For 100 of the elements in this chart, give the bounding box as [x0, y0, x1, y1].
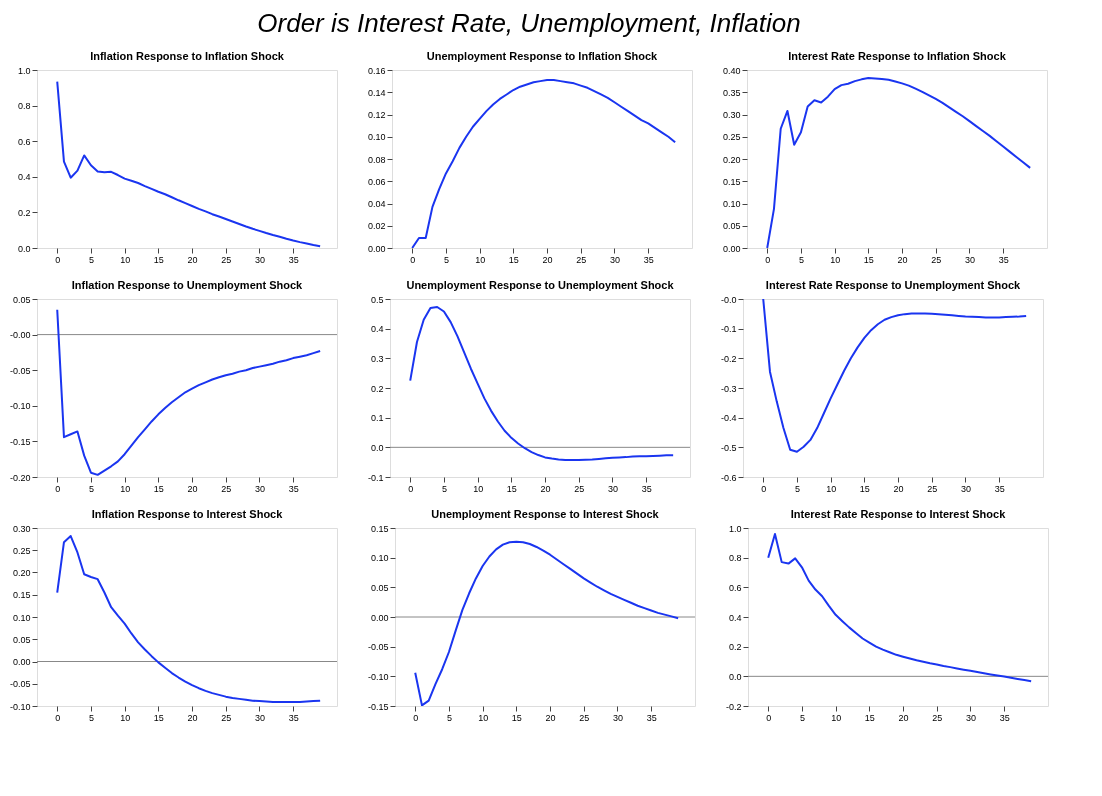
line-series: [409, 306, 675, 462]
chart-title: Interest Rate Response to Interest Shock: [790, 508, 1007, 520]
y-tick-label: 0.12: [367, 110, 386, 120]
x-tick-label: 35: [994, 483, 1005, 494]
y-tick-label: 0.1: [370, 413, 384, 424]
x-tick-label: 5: [88, 483, 94, 494]
y-tick-label: 0.0: [370, 442, 384, 453]
text: Order is Interest Rate, Unemployment, Inflation: [257, 7, 801, 38]
y-tick-label: 0.10: [367, 132, 386, 143]
x-tick-label: 5: [798, 254, 804, 265]
y-tick-label: 0.05: [370, 582, 389, 593]
y-tick-label: -0.3: [720, 383, 737, 394]
y-tick-label: -0.10: [9, 701, 31, 712]
x-tick-label: 25: [932, 712, 943, 723]
y-tick-label: -0.4: [720, 413, 737, 424]
y-tick-label: 0.15: [370, 523, 389, 534]
x-tick-label: 30: [964, 254, 975, 265]
y-tick-label: 0.8: [17, 101, 31, 112]
x-tick-label: 35: [288, 712, 299, 723]
y-tick-label: 0.25: [12, 545, 31, 556]
y-tick-label: -0.15: [9, 436, 31, 447]
line-series: [56, 308, 322, 476]
x-tick-label: 5: [446, 712, 452, 723]
x-tick-label: 0: [410, 254, 416, 265]
x-tick-label: 25: [931, 254, 942, 265]
y-tick-label: 0.2: [17, 207, 31, 218]
y-tick-label: -0.05: [9, 365, 31, 376]
x-tick-label: 20: [545, 712, 556, 723]
y-tick-label: 0.3: [370, 353, 384, 364]
y-tick-label: 0.30: [722, 110, 741, 120]
y-tick-label: 0.14: [367, 87, 386, 98]
x-tick-label: 10: [473, 483, 484, 494]
y-tick-label: 1.0: [728, 523, 742, 534]
line-series: [762, 299, 1028, 453]
x-tick-label: 15: [153, 712, 164, 723]
x-tick-label: 10: [830, 254, 841, 265]
chart-title: Inflation Response to Unemployment Shock: [71, 279, 304, 291]
x-tick-label: 30: [960, 483, 971, 494]
x-tick-label: 10: [120, 483, 131, 494]
line-series: [56, 535, 322, 703]
line-series: [766, 77, 1032, 248]
y-tick-label: 0.00: [12, 657, 31, 667]
y-tick-label: 0.00: [370, 612, 389, 623]
y-tick-label: 1.0: [17, 65, 31, 76]
chart-title: Inflation Response to Inflation Shock: [90, 50, 285, 62]
x-tick-label: 10: [478, 712, 489, 723]
chart-title: Unemployment Response to Inflation Shock: [426, 50, 659, 62]
y-tick-label: 0.06: [367, 176, 386, 187]
x-tick-label: 15: [153, 254, 164, 265]
y-tick-label: 0.15: [12, 590, 31, 601]
chart-title: Interest Rate Response to Inflation Shock: [788, 50, 1007, 62]
y-tick-label: 0.05: [722, 221, 741, 232]
y-tick-label: -0.5: [720, 442, 737, 453]
x-tick-label: 15: [864, 712, 875, 723]
y-tick-label: 0.4: [370, 324, 384, 335]
x-tick-label: 20: [897, 254, 908, 265]
x-tick-label: 35: [288, 483, 299, 494]
x-tick-label: 5: [799, 712, 805, 723]
x-tick-label: 15: [506, 483, 517, 494]
x-tick-label: 10: [475, 254, 486, 265]
y-tick-label: 0.08: [367, 154, 386, 165]
x-tick-label: 15: [511, 712, 522, 723]
chart-title: Unemployment Response to Interest Shock: [431, 508, 660, 520]
x-tick-label: 20: [898, 712, 909, 723]
x-tick-label: 30: [612, 712, 623, 723]
x-tick-label: 5: [794, 483, 800, 494]
x-tick-label: 20: [893, 483, 904, 494]
x-tick-label: 0: [55, 483, 61, 494]
y-tick-label: 0.2: [728, 642, 742, 653]
y-tick-label: 0.6: [17, 136, 31, 147]
x-tick-label: 30: [254, 254, 265, 265]
x-tick-label: 25: [221, 712, 232, 723]
x-tick-label: 30: [607, 483, 618, 494]
x-tick-label: 5: [443, 254, 449, 265]
y-tick-label: -0.1: [720, 324, 737, 335]
x-tick-label: 0: [408, 483, 414, 494]
chart-title: Unemployment Response to Unemployment Shock: [406, 279, 675, 291]
x-tick-label: 0: [765, 254, 771, 265]
x-tick-label: 10: [120, 254, 131, 265]
y-tick-label: -0.0: [720, 294, 737, 305]
x-tick-label: 20: [187, 483, 198, 494]
x-tick-label: 20: [540, 483, 551, 494]
y-tick-label: 0.10: [722, 199, 741, 209]
y-tick-label: 0.0: [17, 243, 31, 254]
x-tick-label: 0: [55, 712, 61, 723]
x-tick-label: 25: [927, 483, 938, 494]
y-tick-label: -0.2: [725, 701, 742, 712]
x-tick-label: 25: [576, 254, 587, 265]
y-tick-label: -0.15: [367, 701, 389, 712]
y-tick-label: 0.2: [370, 383, 384, 394]
y-tick-label: 0.00: [367, 243, 386, 254]
y-tick-label: 0.5: [370, 294, 384, 305]
y-tick-label: -0.1: [367, 472, 384, 483]
x-tick-label: 35: [999, 712, 1010, 723]
y-tick-label: 0.20: [722, 154, 741, 165]
x-tick-label: 15: [508, 254, 519, 265]
y-tick-label: 0.20: [12, 568, 31, 578]
line-series: [767, 532, 1033, 683]
x-tick-label: 25: [574, 483, 585, 494]
x-tick-label: 30: [965, 712, 976, 723]
